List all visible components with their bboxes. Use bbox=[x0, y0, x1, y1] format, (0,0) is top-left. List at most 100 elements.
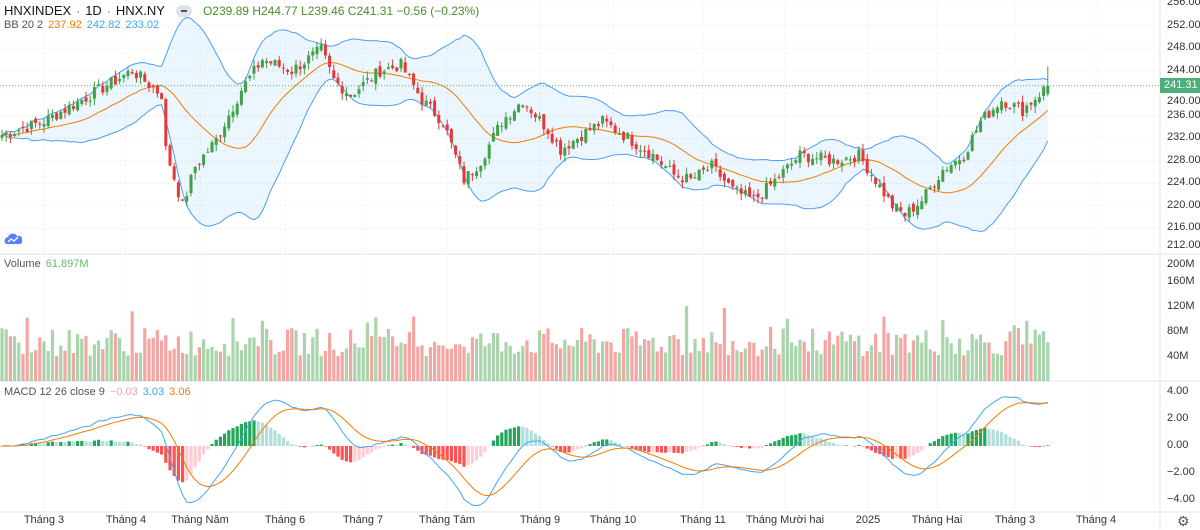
candle-body bbox=[991, 109, 995, 117]
price-axis-tick: 240.00 bbox=[1167, 95, 1200, 107]
macd-histogram-bar bbox=[643, 446, 647, 452]
macd-histogram-bar bbox=[680, 446, 684, 454]
volume-bar bbox=[344, 348, 348, 381]
volume-bar bbox=[143, 328, 147, 381]
macd-histogram-bar bbox=[806, 435, 810, 446]
volume-bar bbox=[277, 351, 281, 381]
symbol-name: HNXINDEX bbox=[4, 3, 72, 18]
candle-body bbox=[722, 173, 726, 181]
volume-bar bbox=[185, 354, 189, 381]
interval[interactable]: 1D bbox=[85, 3, 102, 18]
volume-bar bbox=[34, 350, 38, 381]
macd-histogram-bar bbox=[827, 442, 831, 446]
bb-legend[interactable]: BB 20 2 237.92 242.82 233.02 bbox=[4, 19, 159, 31]
candle-body bbox=[109, 77, 113, 89]
candle-body bbox=[420, 92, 424, 105]
volume-bar bbox=[172, 348, 176, 381]
candle-body bbox=[126, 70, 130, 77]
macd-histogram-bar bbox=[592, 442, 596, 446]
collapse-legend-button[interactable] bbox=[175, 4, 192, 17]
macd-histogram-bar bbox=[235, 426, 239, 446]
volume-bar bbox=[307, 353, 311, 381]
candle-body bbox=[752, 195, 756, 197]
symbol-legend: HNXINDEX · 1D · HNX.NY O239.89 H244.77 L23… bbox=[4, 3, 480, 18]
candle-body bbox=[483, 158, 487, 166]
price-axis-tick: 228.00 bbox=[1167, 153, 1200, 166]
candle-body bbox=[357, 89, 361, 94]
macd-histogram-bar bbox=[554, 446, 558, 449]
volume-bar bbox=[118, 338, 122, 381]
candle-body bbox=[529, 109, 533, 114]
candle-body bbox=[651, 153, 655, 162]
volume-bar bbox=[701, 337, 705, 381]
candle-body bbox=[235, 103, 239, 115]
macd-histogram-bar bbox=[886, 446, 890, 458]
price-axis-tick: 220.00 bbox=[1167, 198, 1200, 211]
volume-bar bbox=[676, 338, 680, 381]
volume-bar bbox=[525, 340, 529, 381]
candle-body bbox=[920, 201, 924, 210]
macd-histogram-bar bbox=[979, 428, 983, 446]
volume-bar bbox=[512, 353, 516, 381]
volume-bar bbox=[391, 336, 395, 381]
volume-bar bbox=[357, 347, 361, 381]
candle-body bbox=[949, 165, 953, 173]
volume-bar bbox=[840, 331, 844, 381]
macd-histogram-bar bbox=[970, 431, 974, 446]
candle-body bbox=[563, 147, 567, 156]
candle-body bbox=[290, 71, 294, 74]
volume-bar bbox=[265, 328, 269, 381]
macd-histogram-bar bbox=[172, 446, 176, 476]
candle-body bbox=[613, 125, 617, 133]
candle-body bbox=[8, 134, 12, 137]
macd-histogram-bar bbox=[176, 446, 180, 481]
macd-histogram-bar bbox=[386, 445, 390, 446]
settings-gear-icon[interactable]: ⚙ bbox=[1177, 513, 1190, 529]
volume-bar bbox=[496, 333, 500, 381]
volume-legend[interactable]: Volume 61.897M bbox=[4, 258, 89, 270]
macd-histogram-bar bbox=[122, 441, 126, 446]
candle-body bbox=[101, 85, 105, 93]
macd-legend[interactable]: MACD 12 26 close 9 −0.03 3.03 3.06 bbox=[4, 386, 191, 398]
candle-body bbox=[130, 72, 134, 74]
candle-body bbox=[4, 132, 8, 136]
candle-body bbox=[55, 113, 59, 120]
volume-bar bbox=[554, 344, 558, 381]
candle-body bbox=[953, 160, 957, 166]
candle-body bbox=[437, 115, 441, 123]
candle-body bbox=[454, 145, 458, 155]
candle-body bbox=[584, 129, 588, 143]
macd-histogram-bar bbox=[685, 446, 689, 452]
volume-bar bbox=[580, 328, 584, 381]
candle-body bbox=[928, 187, 932, 189]
tradingview-logo-icon[interactable] bbox=[4, 232, 23, 246]
candle-body bbox=[823, 155, 827, 158]
price-axis-tick: 232.00 bbox=[1167, 131, 1200, 144]
macd-histogram-bar bbox=[164, 446, 168, 463]
candle-body bbox=[256, 65, 260, 68]
candle-body bbox=[760, 197, 764, 199]
candle-body bbox=[567, 146, 571, 149]
volume-bar bbox=[1000, 355, 1004, 381]
candle-body bbox=[151, 85, 155, 88]
candle-body bbox=[1033, 99, 1037, 107]
volume-bar bbox=[1029, 343, 1033, 381]
macd-histogram-bar bbox=[248, 421, 252, 446]
volume-bar bbox=[609, 342, 613, 381]
macd-histogram-bar bbox=[790, 435, 794, 446]
macd-histogram-bar bbox=[210, 443, 214, 446]
candle-body bbox=[811, 158, 815, 165]
macd-histogram-bar bbox=[113, 441, 117, 446]
candle-body bbox=[323, 44, 327, 56]
macd-histogram-bar bbox=[139, 444, 143, 446]
bb-upper-line bbox=[1, 16, 1048, 165]
price-axis-tick: 236.00 bbox=[1167, 108, 1200, 121]
volume-bar bbox=[928, 349, 932, 381]
candle-body bbox=[1042, 86, 1046, 97]
macd-histogram-bar bbox=[197, 446, 201, 462]
volume-bar bbox=[214, 350, 218, 381]
volume-bar bbox=[130, 311, 134, 381]
macd-histogram-bar bbox=[319, 444, 323, 446]
candle-body bbox=[122, 74, 126, 79]
